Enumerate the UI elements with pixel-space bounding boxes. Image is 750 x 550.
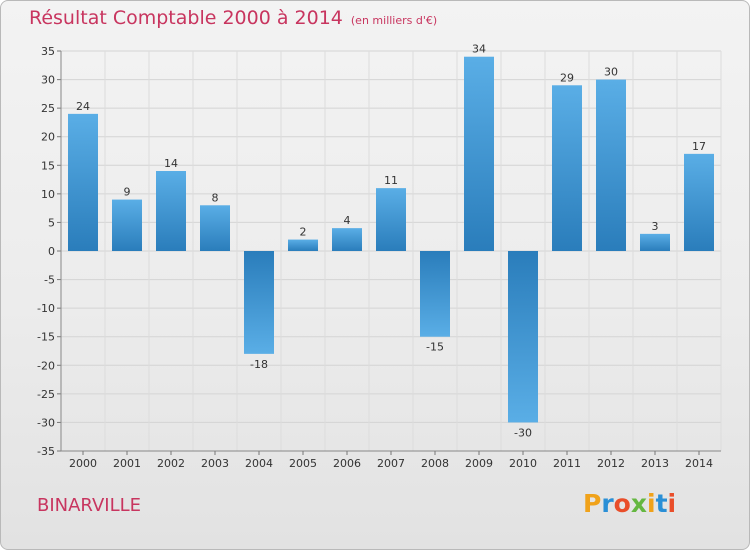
data-label: 14 — [164, 157, 178, 170]
bar — [332, 228, 362, 251]
chart-title: Résultat Comptable 2000 à 2014 (en millie… — [29, 7, 437, 29]
axis-layer: 35 30 25 20 15 10 5 0 -5 -10 -15 -20 -25 -30 -35 2000 20… — [37, 45, 721, 470]
bar — [288, 239, 318, 251]
bar — [552, 85, 582, 252]
logo-letter: o — [613, 489, 631, 518]
data-label: 9 — [124, 186, 131, 199]
data-label: -18 — [250, 358, 268, 371]
x-tick-label: 2008 — [421, 457, 449, 470]
data-label: 3 — [652, 220, 659, 233]
x-tick-label: 2004 — [245, 457, 273, 470]
data-label: 8 — [212, 191, 219, 204]
data-label: 4 — [344, 214, 351, 227]
bar — [200, 205, 230, 251]
y-tick-label: 25 — [41, 102, 55, 115]
y-tick-label: -10 — [37, 302, 55, 315]
y-tick-label: -35 — [37, 445, 55, 458]
x-tick-label: 2011 — [553, 457, 581, 470]
bar — [640, 233, 670, 251]
bar — [464, 56, 494, 251]
x-tick-label: 2009 — [465, 457, 493, 470]
y-tick-label: 30 — [41, 74, 55, 87]
logo-letter: i — [647, 489, 656, 518]
bar — [420, 251, 450, 337]
chart-title-text: Résultat Comptable 2000 à 2014 — [29, 7, 343, 29]
y-tick-label: 5 — [48, 216, 55, 229]
x-tick-label: 2014 — [685, 457, 713, 470]
bars-layer — [68, 56, 714, 423]
bar — [596, 79, 626, 251]
bar — [376, 188, 406, 251]
bar — [112, 199, 142, 251]
y-tick-label: 15 — [41, 159, 55, 172]
y-tick-label: -20 — [37, 359, 55, 372]
commune-name: BINARVILLE — [37, 495, 142, 516]
logo-letter: x — [630, 489, 647, 518]
x-tick-label: 2003 — [201, 457, 229, 470]
bar — [244, 251, 274, 354]
y-tick-label: 10 — [41, 188, 55, 201]
y-tick-label: -30 — [37, 416, 55, 429]
logo-letter: r — [601, 489, 614, 518]
data-label: 34 — [472, 43, 486, 56]
bar — [156, 171, 186, 251]
x-tick-label: 2001 — [113, 457, 141, 470]
data-label: 24 — [76, 100, 90, 113]
x-tick-label: 2005 — [289, 457, 317, 470]
y-tick-label: 20 — [41, 131, 55, 144]
data-label: 2 — [300, 226, 307, 239]
proxiti-logo[interactable]: Proxiti — [583, 489, 676, 518]
x-tick-label: 2013 — [641, 457, 669, 470]
x-tick-label: 2002 — [157, 457, 185, 470]
y-tick-label: -15 — [37, 331, 55, 344]
logo-letter: i — [667, 489, 677, 518]
data-label: -30 — [514, 426, 532, 439]
bar — [684, 153, 714, 251]
data-label: 30 — [604, 66, 618, 79]
x-tick-label: 2007 — [377, 457, 405, 470]
chart-subtitle: (en milliers d'€) — [350, 14, 438, 27]
logo-letter: t — [655, 489, 668, 518]
bar — [68, 113, 98, 251]
x-tick-label: 2006 — [333, 457, 361, 470]
data-label: 17 — [692, 140, 706, 153]
data-label: 11 — [384, 174, 398, 187]
y-tick-label: -25 — [37, 388, 55, 401]
data-label: 29 — [560, 71, 574, 84]
y-tick-label: 35 — [41, 45, 55, 58]
x-tick-label: 2010 — [509, 457, 537, 470]
y-tick-label: 0 — [48, 245, 55, 258]
y-tick-label: -5 — [44, 274, 55, 287]
data-label: -15 — [426, 341, 444, 354]
logo-letter: P — [583, 489, 602, 518]
x-tick-label: 2000 — [69, 457, 97, 470]
bar — [508, 251, 538, 423]
x-tick-label: 2012 — [597, 457, 625, 470]
